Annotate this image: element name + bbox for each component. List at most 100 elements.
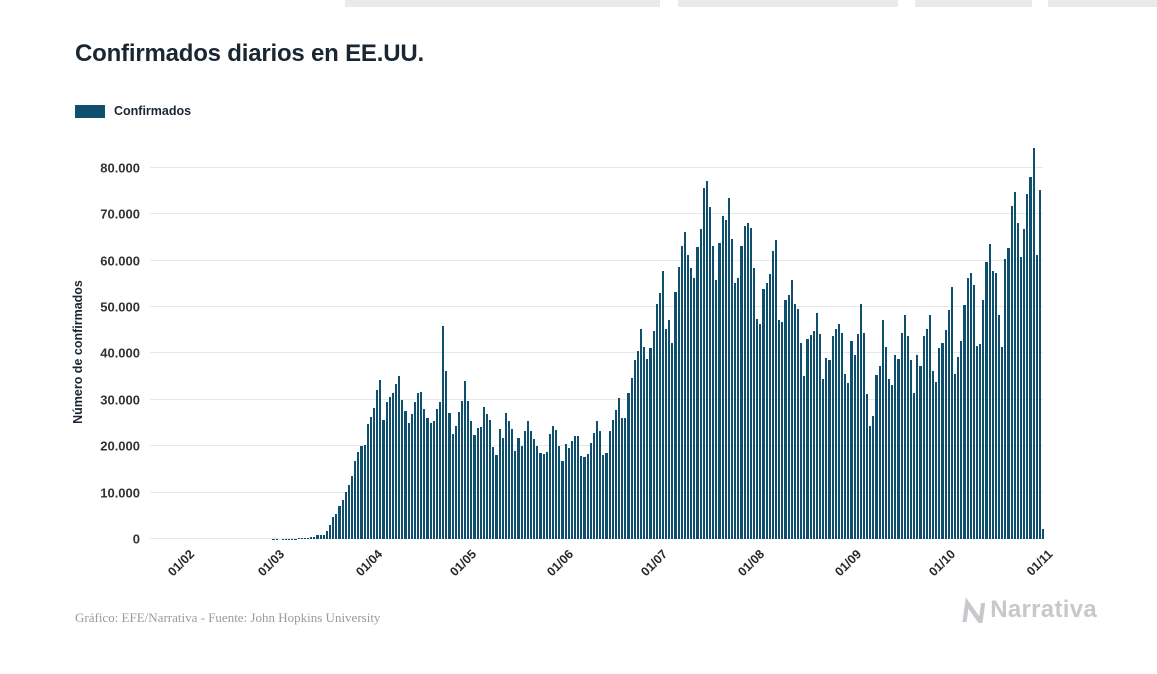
bar xyxy=(404,410,407,539)
bar xyxy=(442,326,445,539)
y-tick-label: 0 xyxy=(132,531,140,547)
bar xyxy=(844,374,847,539)
x-tick-label: 01/05 xyxy=(446,547,479,580)
bar xyxy=(501,438,504,539)
bar xyxy=(602,455,605,539)
bar xyxy=(847,383,850,539)
bar xyxy=(351,475,354,539)
bar xyxy=(734,282,737,539)
bar xyxy=(467,401,470,539)
bar xyxy=(665,329,668,539)
bar xyxy=(379,380,382,539)
bar xyxy=(862,332,866,539)
x-tick-label: 01/07 xyxy=(637,547,670,580)
bar xyxy=(768,274,771,539)
bar xyxy=(947,309,950,539)
bar xyxy=(674,291,677,539)
bar xyxy=(1001,346,1004,539)
bar xyxy=(790,279,793,539)
bar xyxy=(498,428,501,539)
bar xyxy=(300,538,303,539)
bar xyxy=(357,452,360,539)
gridline xyxy=(150,352,1043,354)
bar xyxy=(354,461,357,539)
bar xyxy=(652,331,655,539)
bar xyxy=(385,401,388,539)
bar xyxy=(668,320,671,539)
bar xyxy=(1010,206,1013,539)
bar xyxy=(630,377,633,539)
y-tick-label: 40.000 xyxy=(100,345,140,361)
bar xyxy=(825,358,828,539)
bar xyxy=(608,430,611,539)
bar xyxy=(1016,223,1019,539)
bar xyxy=(922,335,925,539)
bar xyxy=(781,322,784,539)
bar xyxy=(709,207,712,539)
bar xyxy=(740,245,743,539)
bar xyxy=(960,340,963,539)
bar xyxy=(492,447,495,539)
bar xyxy=(661,271,665,539)
bar xyxy=(482,407,486,539)
bars xyxy=(150,140,1045,539)
legend: Confirmados xyxy=(75,104,191,118)
bar xyxy=(746,223,749,539)
x-tick-label: 01/04 xyxy=(352,547,385,580)
bar xyxy=(605,452,608,539)
bar xyxy=(966,278,969,539)
bar xyxy=(313,536,316,539)
bar xyxy=(957,357,960,539)
bar xyxy=(727,198,731,539)
bar xyxy=(617,398,621,539)
bar xyxy=(693,278,696,539)
bar xyxy=(646,359,649,539)
bar xyxy=(712,245,715,539)
bar xyxy=(705,180,709,539)
bar xyxy=(486,414,489,539)
bar xyxy=(784,300,787,539)
bar xyxy=(671,342,674,539)
bar xyxy=(715,280,718,539)
bar xyxy=(470,420,473,539)
bar xyxy=(561,460,564,539)
bar xyxy=(564,444,567,539)
bar xyxy=(950,286,953,539)
bar xyxy=(840,332,844,539)
bar xyxy=(1004,258,1007,539)
bar xyxy=(925,328,928,539)
bar xyxy=(530,430,533,539)
bar xyxy=(944,330,947,539)
bar xyxy=(539,452,542,539)
bar xyxy=(806,339,809,539)
bar xyxy=(360,446,363,539)
bar xyxy=(624,418,627,539)
bar xyxy=(319,535,322,539)
bar xyxy=(426,418,429,539)
bar xyxy=(680,245,683,539)
bar xyxy=(1032,148,1035,539)
bar xyxy=(341,499,344,539)
x-tick-label: 01/09 xyxy=(832,547,865,580)
bar xyxy=(803,376,806,539)
bar xyxy=(696,247,699,539)
bar xyxy=(932,371,935,539)
bar xyxy=(508,420,511,539)
x-axis: 01/02 01/03 01/04 01/05 01/06 01/07 01/08 01/09… xyxy=(150,539,1056,599)
gridline xyxy=(150,306,1043,308)
bar xyxy=(1019,256,1023,539)
narrativa-logo: Narrativa xyxy=(961,596,1097,624)
bar xyxy=(310,537,313,539)
bar xyxy=(445,371,448,539)
bar xyxy=(787,295,790,539)
bar xyxy=(570,440,573,539)
bar xyxy=(520,446,523,539)
bar xyxy=(633,359,636,539)
bar xyxy=(831,336,834,539)
bar xyxy=(963,305,966,539)
chart-title: Confirmados diarios en EE.UU. xyxy=(75,40,424,67)
bar xyxy=(906,335,910,539)
gridline xyxy=(150,398,1043,400)
bar xyxy=(621,417,624,539)
bar xyxy=(658,292,661,539)
